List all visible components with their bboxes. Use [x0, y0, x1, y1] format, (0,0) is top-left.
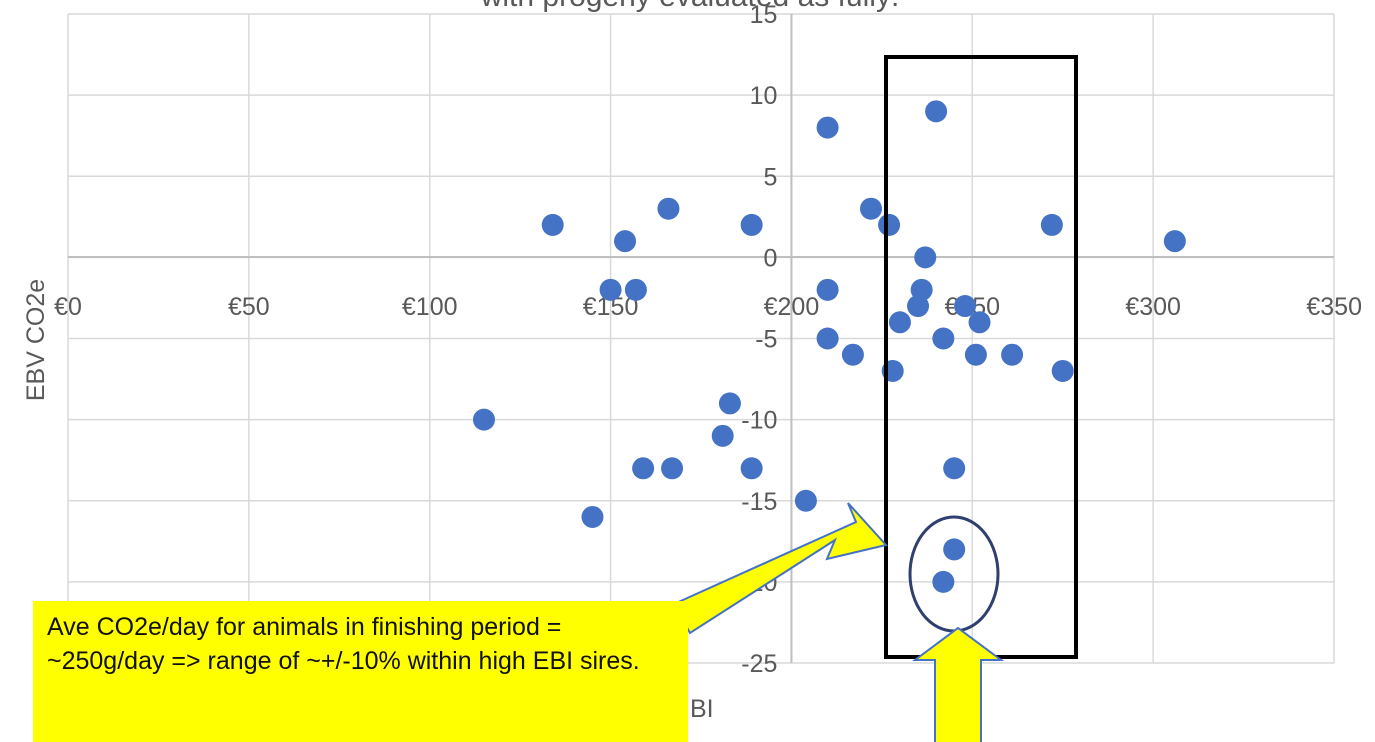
data-point [964, 343, 987, 366]
data-point [599, 278, 622, 301]
data-point [581, 505, 604, 528]
data-point [1001, 343, 1024, 366]
data-point [816, 327, 839, 350]
data-point [878, 213, 901, 236]
data-point [932, 570, 955, 593]
data-point [954, 295, 977, 318]
data-point [816, 116, 839, 139]
data-point [1040, 213, 1063, 236]
data-point [841, 343, 864, 366]
data-point [740, 457, 763, 480]
data-point [1051, 359, 1074, 382]
data-point [943, 538, 966, 561]
x-axis-title: BI [690, 695, 714, 723]
up-arrow [911, 626, 1005, 742]
data-point [472, 408, 495, 431]
y-tick-label: -10 [741, 407, 777, 435]
y-tick-label: -15 [741, 488, 777, 516]
y-tick-label: 15 [750, 1, 778, 29]
x-tick-label: €350 [1306, 293, 1362, 321]
data-point [614, 230, 637, 253]
data-point [541, 213, 564, 236]
grid-lines [67, 13, 1335, 664]
x-tick-label: €300 [1125, 293, 1181, 321]
data-point [1163, 230, 1186, 253]
data-point [888, 311, 911, 334]
data-point [968, 311, 991, 334]
y-tick-label: 10 [750, 82, 778, 110]
y-tick-label: 0 [764, 244, 778, 272]
chart-title: with progeny evaluated as fully: [480, 0, 900, 13]
x-tick-label: €200 [764, 293, 820, 321]
diagonal-arrow [672, 502, 888, 635]
data-point [661, 457, 684, 480]
data-point [925, 100, 948, 123]
data-point [794, 489, 817, 512]
data-point [711, 424, 734, 447]
data-point [910, 278, 933, 301]
data-point [943, 457, 966, 480]
data-point [914, 246, 937, 269]
data-point [816, 278, 839, 301]
data-point [860, 197, 883, 220]
y-tick-label: -25 [741, 650, 777, 678]
data-point [740, 213, 763, 236]
data-point [632, 457, 655, 480]
data-point [932, 327, 955, 350]
x-tick-label: €50 [228, 293, 270, 321]
callout-note: Ave CO2e/day for animals in finishing pe… [33, 601, 688, 742]
x-tick-label: €100 [402, 293, 458, 321]
y-tick-label: 5 [764, 163, 778, 191]
data-point [657, 197, 680, 220]
data-points [472, 100, 1186, 593]
y-tick-label: -5 [755, 326, 777, 354]
y-axis-title: EBV CO2e [22, 279, 50, 401]
data-point [624, 278, 647, 301]
data-point [718, 392, 741, 415]
x-tick-labels: €0€50€100€150€200€250€300€350 [54, 293, 1362, 321]
x-tick-label: €0 [54, 293, 82, 321]
highlight-ellipse [908, 515, 1000, 633]
